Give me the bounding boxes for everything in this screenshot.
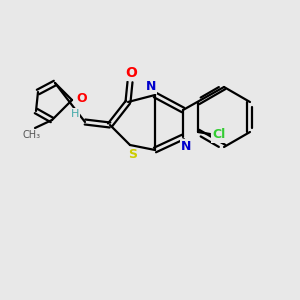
Text: N: N [146, 80, 156, 92]
Text: N: N [181, 140, 191, 152]
Text: S: S [128, 148, 137, 161]
Text: CH₃: CH₃ [23, 130, 41, 140]
Text: O: O [125, 66, 137, 80]
Text: O: O [77, 92, 87, 104]
Text: Cl: Cl [212, 128, 226, 142]
Text: H: H [71, 109, 79, 119]
